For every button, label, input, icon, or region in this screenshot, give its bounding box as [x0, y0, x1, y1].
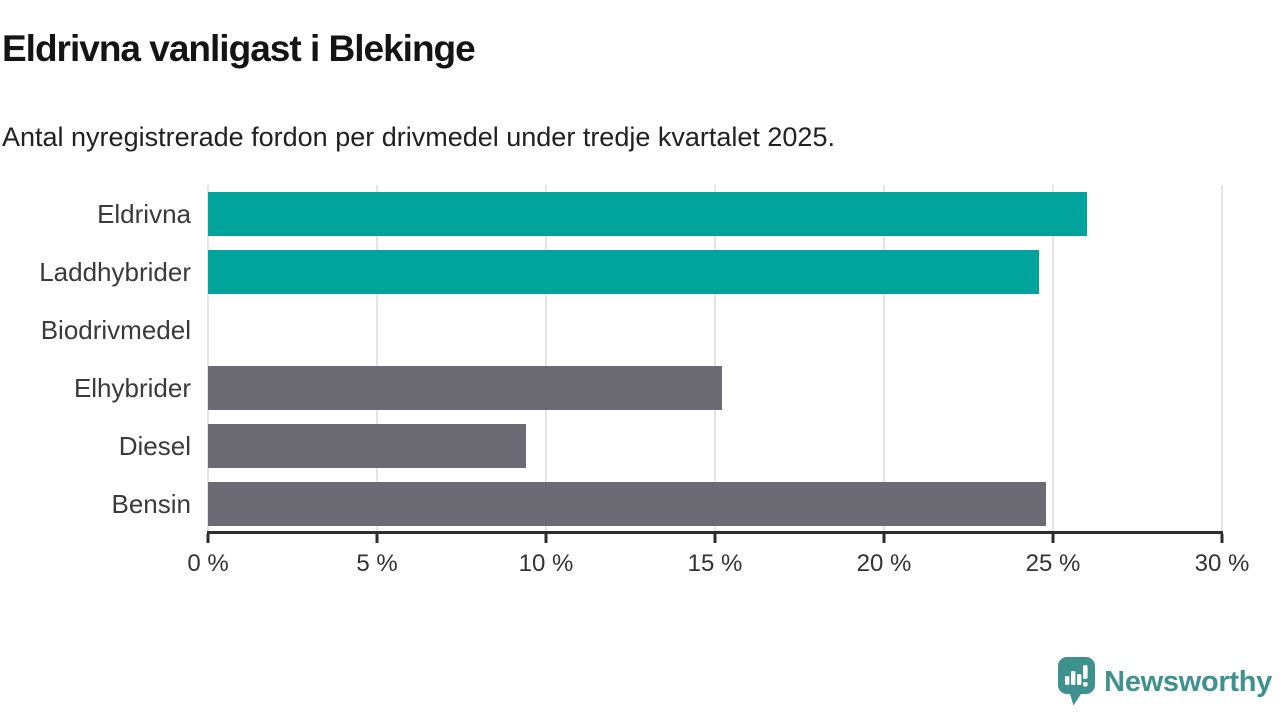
gridline-0 [207, 185, 209, 533]
bar-track [208, 359, 1222, 417]
x-tick-25 [1051, 534, 1055, 543]
x-tick-label-5: 5 % [356, 550, 398, 577]
gridline-15 [714, 185, 716, 533]
x-axis: 0 % 5 % 10 % 15 % 20 % 25 % 30 % [187, 531, 1249, 577]
bar-rows [208, 185, 1222, 533]
y-axis-label-eldrivna: Eldrivna [97, 198, 191, 229]
bar-eldrivna [208, 192, 1087, 236]
bar-elhybrider [208, 366, 722, 410]
gridline-10 [544, 185, 547, 533]
newsworthy-logo: Newsworthy [1058, 657, 1272, 707]
x-tick-20 [882, 534, 886, 543]
y-axis-label-elhybrider: Elhybrider [73, 372, 191, 403]
x-tick-label-0: 0 % [187, 550, 229, 577]
bar-laddhybrider [208, 250, 1040, 294]
bar-track [208, 301, 1222, 359]
gridline-5 [375, 185, 378, 533]
bar-diesel [208, 424, 526, 468]
y-axis-label-bensin: Bensin [111, 488, 192, 519]
y-axis-label-diesel: Diesel [118, 430, 191, 461]
bar-chart-plot-area [207, 185, 1223, 533]
bar-track [208, 417, 1222, 475]
x-tick-15 [713, 534, 717, 543]
chart-subtitle: Antal nyregistrerade fordon per drivmede… [2, 122, 835, 152]
newsworthy-logo-icon [1058, 657, 1096, 706]
bar-track [208, 243, 1222, 301]
gridline-25 [1052, 185, 1054, 533]
y-axis-labels: Eldrivna Laddhybrider Biodrivmedel Elhybrid… [0, 185, 191, 533]
x-tick-label-15: 15 % [687, 550, 743, 577]
x-tick-label-20: 20 % [856, 550, 912, 577]
x-tick-label-25: 25 % [1025, 550, 1081, 577]
x-tick-10 [544, 534, 548, 543]
y-axis-label-biodrivmedel: Biodrivmedel [40, 314, 191, 345]
gridline-20 [882, 185, 885, 533]
bar-track [208, 475, 1222, 533]
newsworthy-logo-text: Newsworthy [1104, 665, 1272, 698]
chart-title: Eldrivna vanligast i Blekinge [2, 28, 476, 69]
bar-bensin [208, 482, 1047, 526]
x-tick-0 [206, 534, 210, 543]
bar-track [208, 185, 1222, 243]
x-tick-30 [1220, 534, 1224, 543]
x-tick-label-10: 10 % [518, 550, 574, 577]
x-tick-label-30: 30 % [1194, 550, 1250, 577]
x-tick-5 [375, 534, 379, 543]
gridlines [207, 185, 1223, 533]
y-axis-label-laddhybrider: Laddhybrider [39, 256, 191, 287]
gridline-30 [1221, 185, 1223, 533]
